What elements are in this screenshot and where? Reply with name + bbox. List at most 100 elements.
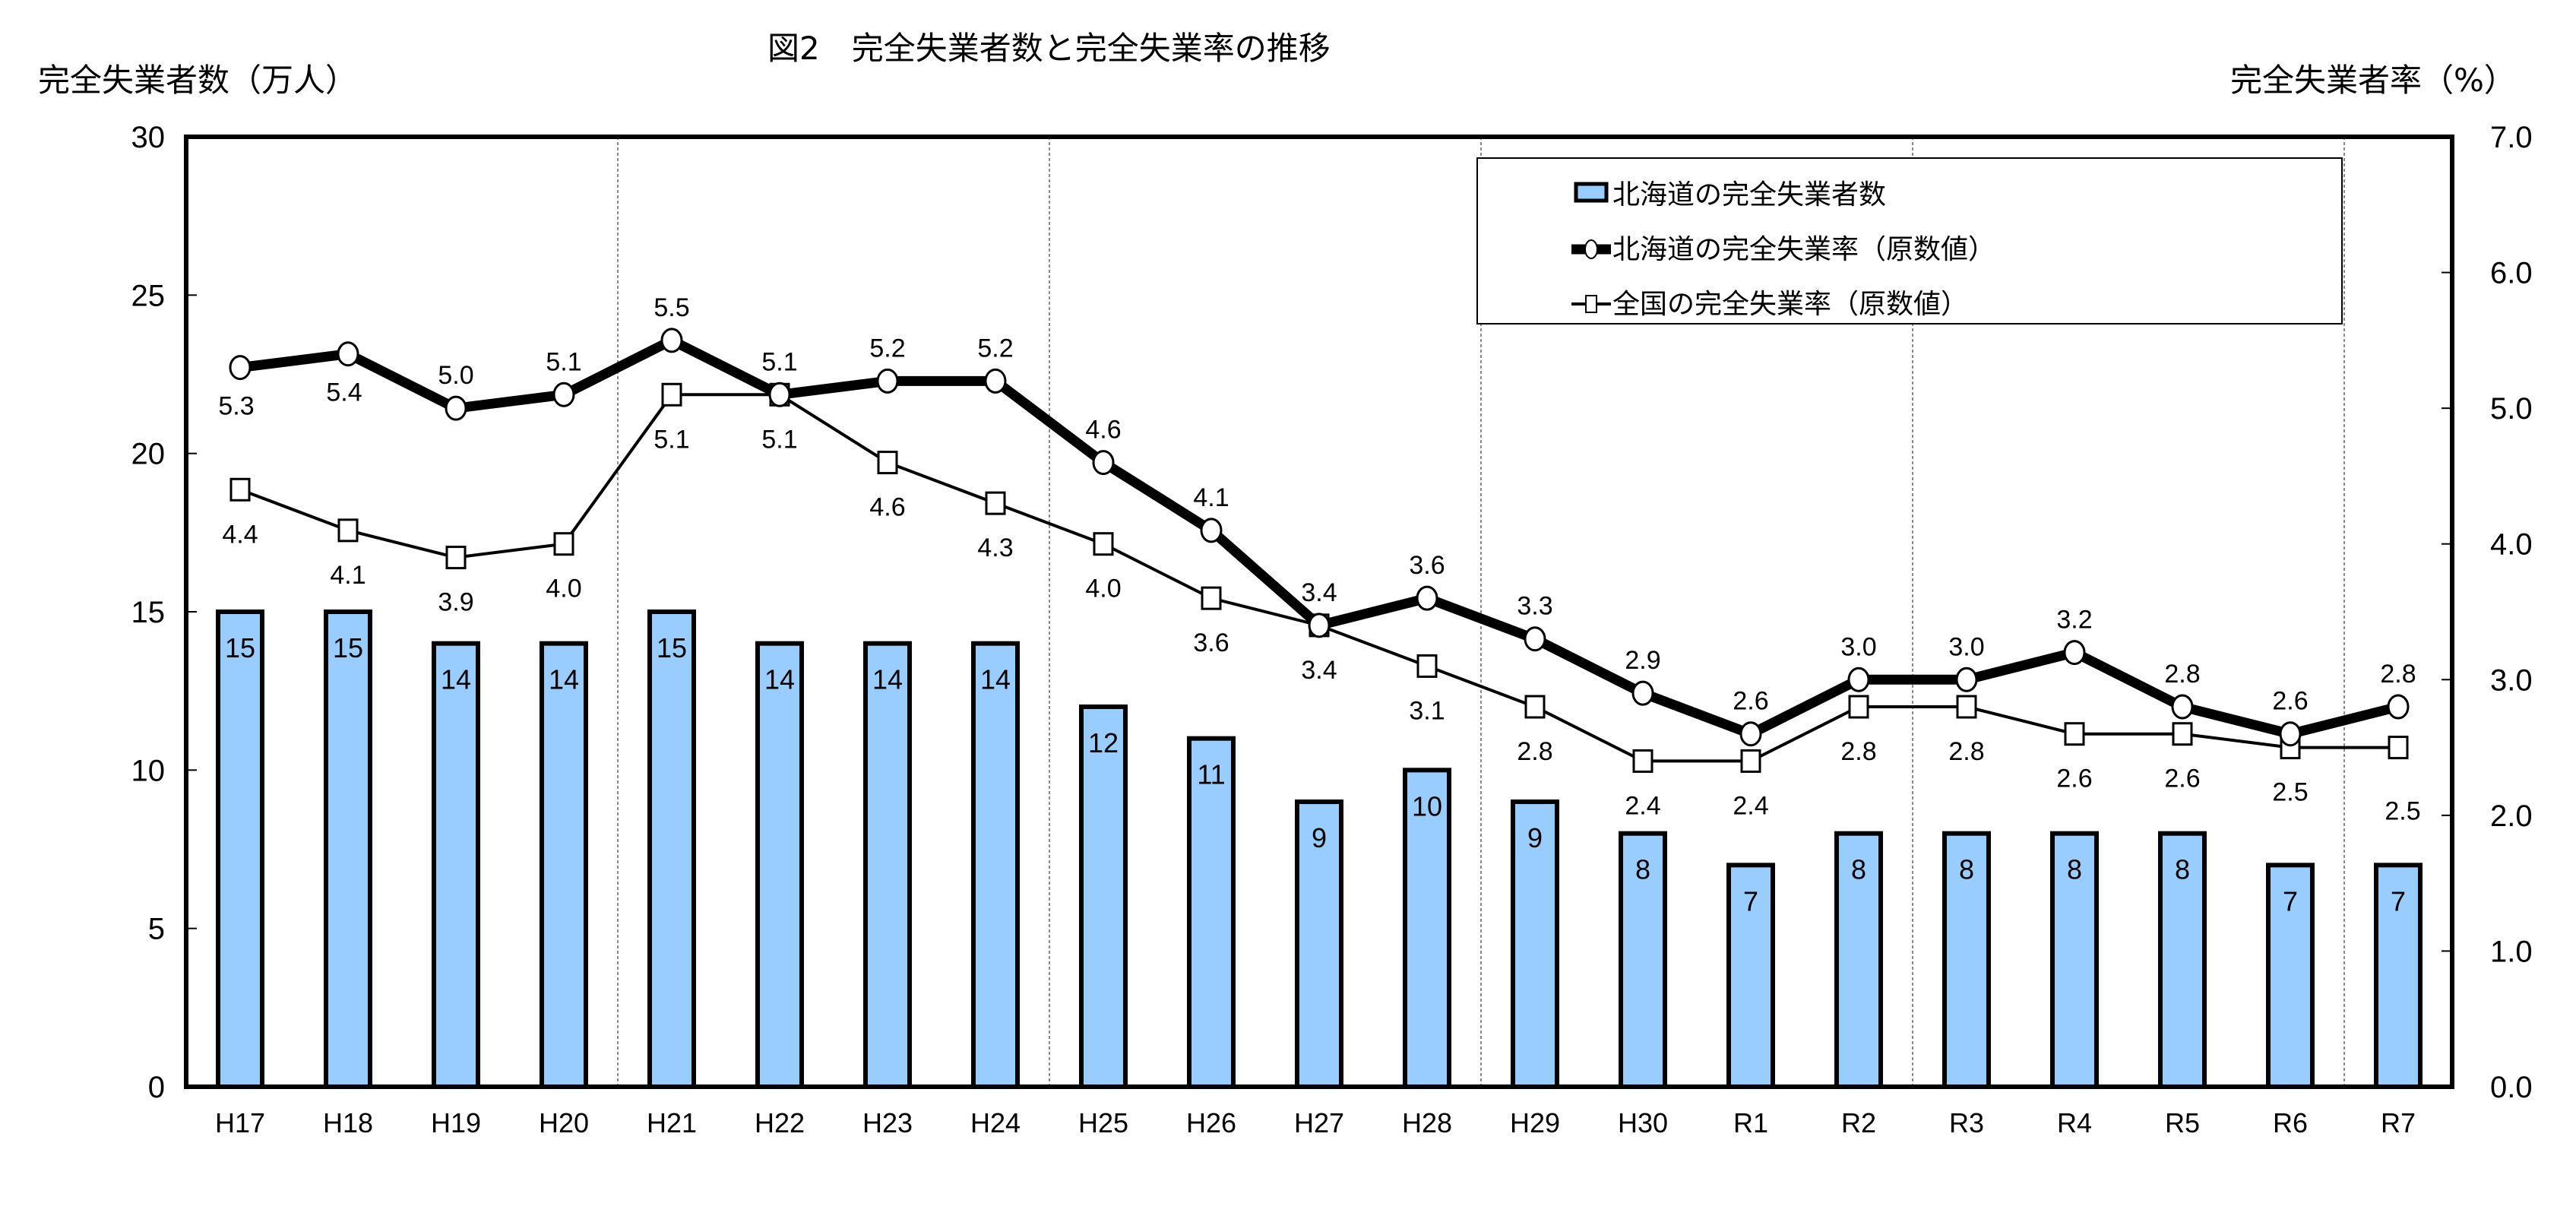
circle-marker (1847, 666, 1870, 692)
x-tick-label: H23 (862, 1107, 913, 1138)
rate-label: 3.1 (1409, 696, 1445, 725)
rate-label: 5.4 (326, 378, 362, 407)
bar-value-label: 15 (333, 632, 363, 663)
legend-label: 全国の完全失業率（原数値） (1612, 288, 1968, 319)
left-tick-label: 25 (131, 279, 166, 312)
rate-label: 2.6 (2272, 687, 2308, 716)
left-tick-label: 15 (131, 596, 166, 629)
x-tick-label: H30 (1618, 1107, 1668, 1138)
bar-value-label: 14 (980, 664, 1011, 695)
x-tick-label: R4 (2057, 1107, 2092, 1138)
rate-label: 2.4 (1733, 791, 1768, 820)
x-tick-label: R3 (1949, 1107, 1984, 1138)
bar-value-label: 8 (1959, 854, 1974, 885)
bar-series-hokkaido-unemployed (216, 610, 2423, 1090)
left-tick-label: 0 (148, 1071, 165, 1104)
x-tick-label: H21 (647, 1107, 697, 1138)
bar-value-label: 11 (1197, 759, 1225, 790)
data-labels: 15 15 14 14 15 14 14 14 12 11 9 10 9 8 7 8 8 8 8 7 7 5.3 5.4 5.… (218, 293, 2420, 917)
square-marker (1093, 532, 1114, 556)
square-marker (1416, 654, 1438, 678)
square-marker (1632, 749, 1654, 773)
bar (647, 610, 696, 1089)
vertical-gridlines (617, 137, 2345, 1087)
bar (432, 641, 480, 1089)
rate-label: 2.8 (2164, 660, 2200, 689)
circle-marker (2279, 721, 2302, 747)
bar (324, 610, 372, 1089)
rate-label: 4.0 (1085, 575, 1121, 603)
x-tick-label: H27 (1294, 1107, 1344, 1138)
rate-label: 3.9 (438, 588, 473, 617)
circle-marker (552, 382, 575, 407)
x-tick-label: H18 (323, 1107, 373, 1138)
rate-label: 3.0 (1840, 632, 1876, 661)
rate-label: 4.3 (977, 534, 1013, 562)
circle-marker (337, 341, 359, 367)
rate-label: 4.6 (869, 493, 905, 522)
right-axis-label: 完全失業者率（%） (2230, 62, 2516, 99)
rate-label: 5.2 (869, 334, 905, 363)
rate-label: 2.8 (1840, 737, 1876, 766)
bar-value-label: 9 (1527, 822, 1543, 853)
bar (2050, 831, 2099, 1089)
bar (1403, 768, 1451, 1089)
circle-marker (2387, 694, 2410, 720)
square-marker (2172, 722, 2193, 746)
x-tick-label: H22 (755, 1107, 805, 1138)
rate-label: 5.1 (761, 425, 797, 454)
square-marker (1740, 749, 1761, 773)
bar (1079, 704, 1128, 1089)
rate-label: 4.0 (546, 575, 581, 603)
bar-value-label: 8 (2175, 854, 2190, 885)
x-tick-label: H28 (1402, 1107, 1452, 1138)
rate-label: 5.1 (761, 347, 797, 376)
bar (1726, 863, 1775, 1090)
axes: 0 5 10 15 20 25 30 0.0 1.0 2.0 3.0 4.0 5.0 6.0 7.0 H17 H… (131, 121, 2533, 1138)
x-tick-label: H20 (539, 1107, 589, 1138)
rate-label: 2.4 (1625, 791, 1660, 820)
x-tick-label: H19 (431, 1107, 481, 1138)
x-tick-label: R2 (1841, 1107, 1876, 1138)
rate-label: 3.4 (1301, 656, 1337, 685)
left-axis-label: 完全失業者数（万人） (38, 62, 358, 99)
square-marker (661, 382, 682, 407)
square-marker (877, 451, 898, 475)
bar (2266, 863, 2315, 1090)
x-tick-label: H29 (1510, 1107, 1560, 1138)
bar (2158, 831, 2207, 1089)
rate-label: 5.0 (438, 361, 473, 390)
x-tick-label: R7 (2381, 1107, 2416, 1138)
circle-marker (445, 395, 467, 421)
left-tick-label: 10 (131, 754, 166, 787)
circle-marker (1739, 721, 1762, 747)
x-tick-label: H25 (1078, 1107, 1128, 1138)
bar (216, 610, 264, 1089)
rate-label: 2.9 (1625, 646, 1660, 675)
rate-label: 2.6 (1733, 687, 1768, 716)
square-marker (1201, 586, 1222, 610)
right-tick-label: 7.0 (2490, 121, 2533, 154)
line-series-hokkaido-rate (229, 328, 2410, 747)
bar-value-label: 14 (872, 664, 903, 695)
circle-marker (1955, 666, 1978, 692)
rate-label: 3.6 (1193, 628, 1229, 657)
x-tick-label: H17 (215, 1107, 265, 1138)
circle-marker (229, 355, 252, 381)
circle-marker (768, 382, 791, 407)
square-marker (2388, 736, 2409, 760)
circle-marker (1308, 613, 1331, 638)
rate-label: 2.8 (2380, 660, 2416, 689)
bar-value-label: 15 (657, 632, 687, 663)
circle-marker (1631, 680, 1654, 706)
rate-label: 5.2 (977, 334, 1013, 363)
bar-value-label: 14 (549, 664, 579, 695)
circle-marker (1524, 626, 1546, 652)
right-tick-label: 1.0 (2490, 935, 2533, 968)
square-marker (1524, 695, 1546, 719)
bar-value-label: 15 (225, 632, 255, 663)
bar (540, 641, 588, 1089)
circle-marker (660, 328, 683, 353)
bar-value-label: 12 (1088, 727, 1119, 758)
